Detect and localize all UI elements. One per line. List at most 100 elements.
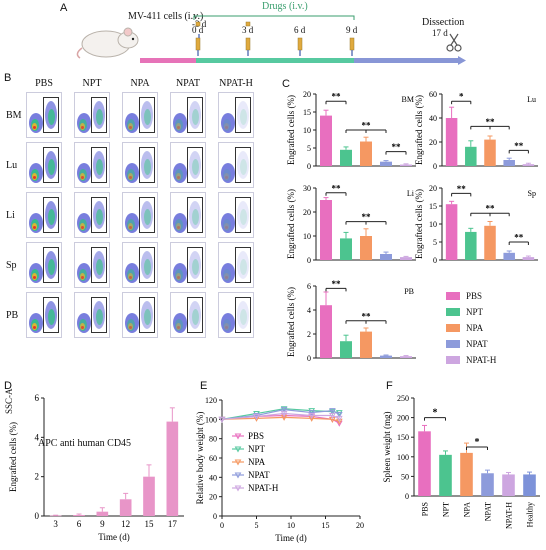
flow-plot bbox=[26, 192, 62, 238]
y-tick-label: 20 bbox=[429, 138, 437, 147]
significance-mark: ** bbox=[486, 204, 496, 214]
density-blob bbox=[81, 226, 84, 229]
y-tick-label: 2 bbox=[307, 330, 311, 339]
legend-marker bbox=[234, 472, 242, 479]
gate-box bbox=[235, 147, 251, 183]
bar bbox=[340, 149, 352, 166]
bar bbox=[484, 139, 496, 166]
density-blob bbox=[189, 251, 201, 279]
x-tick-label: NPA bbox=[463, 502, 472, 517]
gate-box bbox=[43, 197, 59, 233]
significance-mark: ** bbox=[362, 212, 372, 222]
density-blob bbox=[221, 163, 235, 183]
density-blob bbox=[81, 126, 84, 129]
legend-item: NPA bbox=[446, 320, 496, 336]
density-blob bbox=[48, 209, 55, 225]
density-blob bbox=[237, 101, 249, 129]
bar bbox=[445, 118, 458, 166]
y-tick-label: 20 bbox=[429, 184, 437, 193]
data-point bbox=[280, 411, 288, 418]
legend-label: NPAT bbox=[248, 470, 270, 480]
flow-plot bbox=[122, 142, 158, 188]
significance-mark: ** bbox=[362, 311, 372, 321]
density-blob bbox=[223, 169, 231, 181]
density-blob bbox=[223, 319, 231, 331]
gate-box bbox=[43, 97, 59, 133]
x-tick-label: 15 bbox=[322, 521, 330, 530]
gate-box bbox=[139, 147, 155, 183]
density-blob bbox=[221, 113, 235, 133]
panel-letter-e: E bbox=[200, 380, 208, 392]
bar bbox=[503, 252, 515, 260]
x-tick-label: NPT bbox=[442, 502, 451, 517]
legend-label: NPAT bbox=[466, 339, 488, 349]
syringe-icon bbox=[195, 21, 355, 51]
bar bbox=[73, 515, 85, 516]
density-blob bbox=[225, 226, 228, 229]
y-tick-label: 150 bbox=[397, 433, 409, 442]
density-blob bbox=[175, 219, 183, 231]
legend-label: NPA bbox=[466, 323, 484, 333]
bar bbox=[340, 238, 352, 260]
bar bbox=[400, 356, 412, 358]
density-blob bbox=[225, 126, 228, 129]
x-axis-label: Time (d) bbox=[98, 532, 129, 542]
y-tick-label: 0 bbox=[307, 162, 311, 171]
density-blob bbox=[129, 326, 132, 329]
density-blob bbox=[129, 176, 132, 179]
bar bbox=[49, 515, 62, 517]
bar bbox=[360, 141, 372, 166]
data-point bbox=[329, 412, 336, 419]
density-blob bbox=[175, 319, 183, 331]
gate-box bbox=[235, 297, 251, 333]
legend-label: PBS bbox=[466, 291, 483, 301]
y-tick-label: 40 bbox=[209, 473, 217, 482]
flow-plot bbox=[122, 92, 158, 138]
y-tick-label: 200 bbox=[397, 414, 409, 423]
flow-plot bbox=[170, 92, 206, 138]
density-blob bbox=[192, 309, 199, 325]
bar bbox=[400, 257, 412, 260]
bar bbox=[465, 146, 477, 166]
legend-swatch bbox=[446, 340, 460, 348]
flow-column-header: NPAT-H bbox=[219, 78, 253, 89]
legend-item: NPAT-H bbox=[446, 352, 496, 368]
density-blob bbox=[33, 276, 36, 279]
y-tick-label: 80 bbox=[209, 435, 217, 444]
y-tick-label: 0 bbox=[307, 256, 311, 265]
density-blob bbox=[177, 276, 180, 279]
bar bbox=[360, 331, 372, 358]
flow-plot bbox=[170, 292, 206, 338]
x-tick-label: 9 bbox=[100, 519, 105, 529]
y-tick-label: 6 bbox=[307, 282, 311, 291]
density-blob bbox=[177, 176, 180, 179]
bar bbox=[522, 164, 535, 166]
density-blob bbox=[96, 159, 103, 175]
y-axis-label: Engrafted cells (%) bbox=[286, 189, 296, 259]
density-blob bbox=[224, 273, 229, 280]
density-blob bbox=[81, 276, 84, 279]
bar bbox=[445, 204, 458, 260]
density-blob bbox=[240, 209, 247, 225]
y-tick-label: 60 bbox=[429, 90, 437, 99]
density-blob bbox=[189, 201, 201, 229]
density-blob bbox=[237, 301, 249, 329]
density-blob bbox=[173, 213, 187, 233]
bar bbox=[460, 452, 473, 496]
x-tick-label: 15 bbox=[145, 519, 155, 529]
x-tick-label: 0 bbox=[220, 521, 224, 530]
significance-mark: ** bbox=[514, 141, 524, 151]
density-blob bbox=[96, 309, 103, 325]
flow-column-header: NPAT bbox=[175, 78, 201, 89]
chart-e: 0 20 40 60 80 100 120 0 5 10 15 20 Time (d) Relative … bbox=[196, 396, 364, 543]
density-blob bbox=[141, 151, 153, 179]
density-blob bbox=[224, 223, 229, 230]
flow-plot bbox=[122, 192, 158, 238]
flow-plot bbox=[170, 242, 206, 288]
y-tick-label: 4 bbox=[35, 432, 40, 442]
flow-row-header: Li bbox=[6, 210, 15, 221]
cells-label: MV-411 cells (i.v.) bbox=[128, 11, 204, 22]
density-blob bbox=[177, 326, 180, 329]
density-blob bbox=[237, 201, 249, 229]
density-blob bbox=[192, 259, 199, 275]
